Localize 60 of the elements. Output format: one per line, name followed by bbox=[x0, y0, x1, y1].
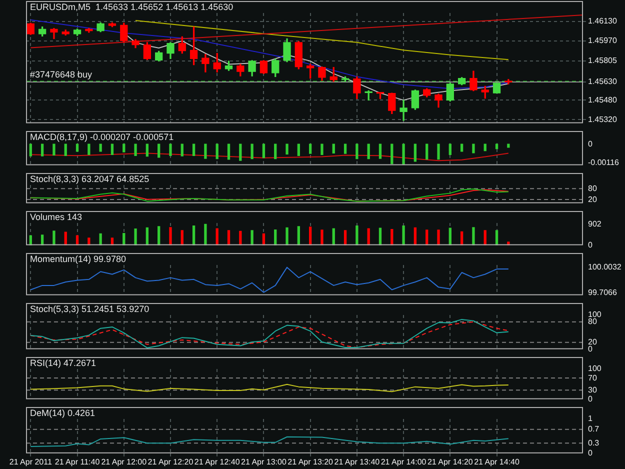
x-tick-label: 21 Apr 12:00 bbox=[101, 457, 148, 466]
bar bbox=[356, 225, 358, 246]
x-tick-label: 21 Apr 11:40 bbox=[54, 457, 100, 466]
bar bbox=[88, 238, 90, 246]
y-tick-label: 1 bbox=[588, 414, 593, 424]
y-tick-label: -0.00116 bbox=[588, 158, 620, 167]
x-tick-label: 21 Apr 13:40 bbox=[334, 457, 380, 466]
y-tick-label: 0 bbox=[588, 394, 593, 404]
y-tick-label: 1.45805 bbox=[588, 56, 618, 66]
y-tick-label: 1.45480 bbox=[588, 95, 618, 104]
x-tick-label: 21 Apr 12:40 bbox=[194, 457, 240, 466]
y-tick-label: 0 bbox=[588, 139, 593, 148]
bar bbox=[437, 230, 440, 246]
y-tick-label: 0 bbox=[588, 240, 593, 250]
y-tick-label: 0 bbox=[588, 344, 593, 354]
chart-title: MACD(8,17,9) -0.000207 -0.000571 bbox=[30, 132, 174, 142]
y-tick-label: 80 bbox=[588, 184, 598, 193]
y-tick-label: 1.45630 bbox=[588, 77, 618, 86]
y-tick-label: 1.45320 bbox=[588, 114, 618, 124]
y-tick-label: 0 bbox=[588, 448, 593, 458]
x-tick-label: 21 Apr 14:40 bbox=[474, 457, 520, 466]
x-tick-label: 21 Apr 2011 bbox=[9, 457, 52, 466]
y-tick-label: 80 bbox=[588, 317, 598, 326]
bar bbox=[134, 228, 137, 246]
y-tick-label: 0.7 bbox=[588, 424, 600, 434]
chart-title: Stoch(8,3,3) 63.2047 64.8525 bbox=[30, 174, 150, 184]
y-tick-label: 902 bbox=[588, 219, 602, 228]
bar bbox=[402, 225, 405, 246]
y-tick-label: 0.3 bbox=[588, 438, 600, 448]
y-tick-label: 1.46130 bbox=[588, 16, 618, 26]
bar bbox=[204, 224, 207, 246]
chart-title: Stoch(5,3,3) 51.2451 53.9270 bbox=[30, 304, 150, 314]
y-tick-label: 100 bbox=[588, 364, 602, 374]
y-tick-label: 20 bbox=[588, 194, 598, 204]
y-tick-label: 30 bbox=[588, 385, 598, 394]
bar bbox=[250, 230, 254, 246]
chart-title: Momentum(14) 99.9780 bbox=[30, 254, 126, 264]
y-tick-label: 100 bbox=[588, 310, 602, 320]
y-tick-label: 1.45970 bbox=[588, 36, 618, 46]
x-tick-label: 21 Apr 13:20 bbox=[288, 457, 334, 466]
x-tick-label: 21 Apr 14:00 bbox=[380, 457, 427, 466]
candlestick bbox=[400, 100, 408, 121]
ref-line-label: #37476648 buy bbox=[30, 69, 93, 80]
y-tick-label: 70 bbox=[588, 373, 598, 382]
bar bbox=[472, 227, 475, 246]
x-tick-label: 21 Apr 12:20 bbox=[148, 457, 194, 466]
chart-title: EURUSDm,M5 1.45633 1.45652 1.45613 1.45630 bbox=[30, 2, 234, 12]
bar bbox=[99, 233, 102, 246]
x-tick-label: 21 Apr 14:20 bbox=[427, 457, 474, 466]
bar bbox=[52, 230, 56, 246]
chart-title: Volumes 143 bbox=[30, 212, 82, 222]
bar bbox=[286, 227, 288, 246]
y-tick-label: 20 bbox=[588, 338, 598, 347]
x-tick-label: 21 Apr 13:00 bbox=[241, 457, 287, 466]
bar bbox=[169, 227, 172, 246]
y-tick-label: 100.0032 bbox=[588, 262, 622, 272]
chart-title: RSI(14) 47.2671 bbox=[30, 358, 96, 368]
bar bbox=[320, 230, 324, 246]
y-tick-label: 99.7066 bbox=[588, 288, 618, 297]
chart-title: DeM(14) 0.4261 bbox=[30, 408, 96, 418]
